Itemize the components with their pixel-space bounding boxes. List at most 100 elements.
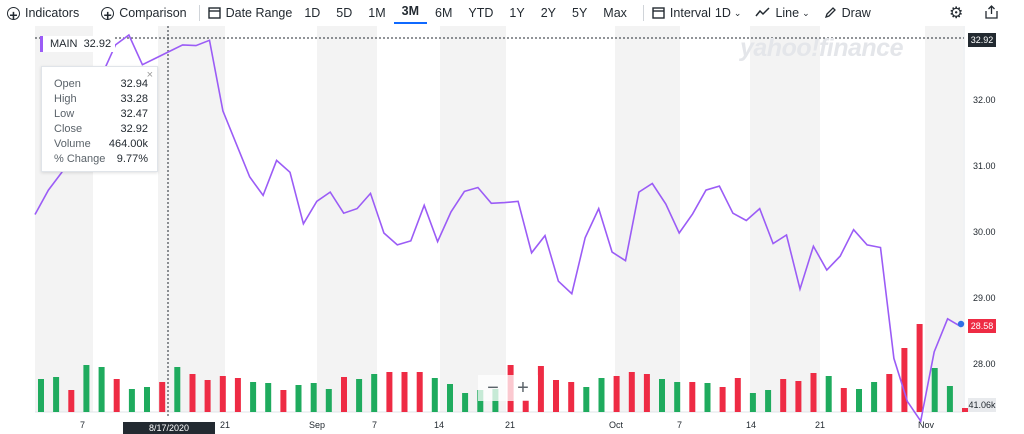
calendar-icon	[207, 6, 221, 21]
tooltip-label: Volume	[54, 138, 91, 150]
chart-toolbar: + Indicators + Comparison Date Range 1D …	[0, 0, 1024, 26]
volume-axis-label: 41.06k	[968, 398, 996, 412]
date-range-label: Date Range	[225, 6, 293, 20]
volume-bar	[38, 379, 44, 412]
volume-bar	[795, 381, 802, 412]
tooltip-row-change: % Change 9.77%	[42, 152, 157, 167]
range-3m[interactable]: 3M	[393, 0, 428, 24]
chevron-down-icon: ⌄	[802, 7, 810, 18]
volume-bar	[765, 390, 772, 412]
volume-bar	[98, 367, 105, 412]
ohlc-tooltip: × Open 32.94 High 33.28 Low 32.47 Close 32.9…	[41, 66, 158, 172]
date-range-button[interactable]: Date Range	[207, 0, 293, 26]
x-tick-label: Oct	[609, 420, 624, 430]
volume-bar	[68, 390, 75, 412]
range-1d[interactable]: 1D	[304, 6, 321, 20]
settings-button[interactable]: ⚙	[949, 0, 963, 26]
volume-bar	[204, 380, 211, 412]
chart-type-button[interactable]: Line ⌄	[755, 0, 810, 26]
weekly-band	[317, 26, 377, 412]
zoom-out-button[interactable]: −	[487, 376, 499, 399]
tooltip-label: Close	[54, 123, 83, 135]
range-ytd[interactable]: YTD	[468, 6, 494, 20]
tooltip-label: % Change	[54, 153, 106, 165]
volume-bar	[840, 388, 847, 412]
range-6m[interactable]: 6M	[435, 6, 453, 20]
close-icon[interactable]: ×	[146, 69, 153, 81]
volume-bar	[931, 368, 938, 412]
volume-bar	[159, 382, 166, 412]
volume-bars	[38, 324, 968, 412]
main-series-label: MAIN 32.92	[40, 36, 116, 52]
volume-bar	[916, 324, 923, 412]
volume-bar	[265, 383, 272, 412]
comparison-label: Comparison	[119, 6, 187, 20]
series-value: 32.92	[83, 38, 112, 50]
weekly-band	[615, 26, 680, 412]
price-line	[34, 33, 962, 424]
comparison-button[interactable]: + Comparison	[101, 0, 187, 26]
tooltip-row-low: Low 32.47	[42, 107, 157, 122]
volume-bar	[825, 376, 832, 412]
share-icon	[985, 4, 998, 22]
interval-button[interactable]: Interval 1D ⌄	[652, 0, 742, 26]
volume-bar	[643, 374, 650, 412]
volume-bar	[659, 379, 665, 412]
volume-bar	[613, 376, 620, 412]
volume-bar	[447, 384, 453, 412]
toolbar-divider	[642, 5, 644, 21]
indicators-button[interactable]: + Indicators	[7, 0, 79, 26]
tooltip-label: High	[54, 93, 77, 105]
volume-bar	[886, 374, 893, 412]
calendar-icon	[652, 6, 665, 21]
pencil-icon	[824, 6, 837, 21]
crosshair-price-badge: 32.92	[968, 33, 996, 47]
range-2y[interactable]: 2Y	[540, 6, 556, 20]
chevron-down-icon: ⌄	[733, 7, 742, 18]
last-price-dot	[957, 320, 965, 328]
volume-bar	[946, 386, 953, 412]
range-5d[interactable]: 5D	[336, 6, 353, 20]
range-5y[interactable]: 5Y	[572, 6, 588, 20]
y-tick-label: 32.00	[973, 95, 996, 105]
weekly-band	[440, 26, 506, 412]
range-1m[interactable]: 1M	[368, 6, 386, 20]
y-tick-label: 28.00	[973, 359, 996, 369]
tooltip-value: 464.00k	[108, 138, 148, 150]
y-tick-label: 31.00	[973, 161, 996, 171]
x-tick-label: 14	[746, 420, 757, 430]
x-tick-label: 7	[677, 420, 683, 430]
volume-bar	[128, 389, 135, 412]
volume-bar	[568, 382, 575, 412]
interval-label: Interval	[669, 6, 711, 20]
volume-bar	[780, 379, 787, 412]
x-tick-label: 7	[372, 420, 378, 430]
draw-label: Draw	[841, 6, 871, 20]
x-tick-label: Nov	[918, 420, 935, 430]
volume-bar	[462, 393, 469, 412]
tooltip-value: 32.47	[120, 108, 148, 120]
weekly-band	[925, 26, 963, 412]
range-max[interactable]: Max	[603, 6, 627, 20]
volume-bar	[628, 372, 635, 412]
last-price-badge: 28.58	[968, 319, 996, 333]
zoom-controls: − +	[478, 375, 538, 401]
volume-bar	[734, 378, 741, 412]
interval-value: 1D	[714, 6, 731, 20]
volume-bar	[749, 393, 756, 412]
x-tick-label: Sep	[309, 420, 326, 430]
volume-bar	[689, 382, 696, 412]
crosshair-date-badge: 8/17/2020	[123, 422, 215, 434]
volume-bar	[719, 387, 726, 412]
range-1y[interactable]: 1Y	[509, 6, 525, 20]
range-selector: 1D 5D 1M 3M 6M YTD 1Y 2Y 5Y Max	[296, 0, 635, 26]
zoom-in-button[interactable]: +	[517, 376, 529, 399]
tooltip-label: Open	[54, 78, 81, 90]
volume-bar	[113, 379, 120, 412]
weekly-bands	[35, 26, 963, 412]
x-tick-label: 21	[220, 420, 231, 430]
y-tick-label: 29.00	[973, 293, 996, 303]
volume-bar	[901, 348, 908, 412]
draw-button[interactable]: Draw	[824, 0, 871, 26]
share-button[interactable]	[985, 0, 998, 26]
